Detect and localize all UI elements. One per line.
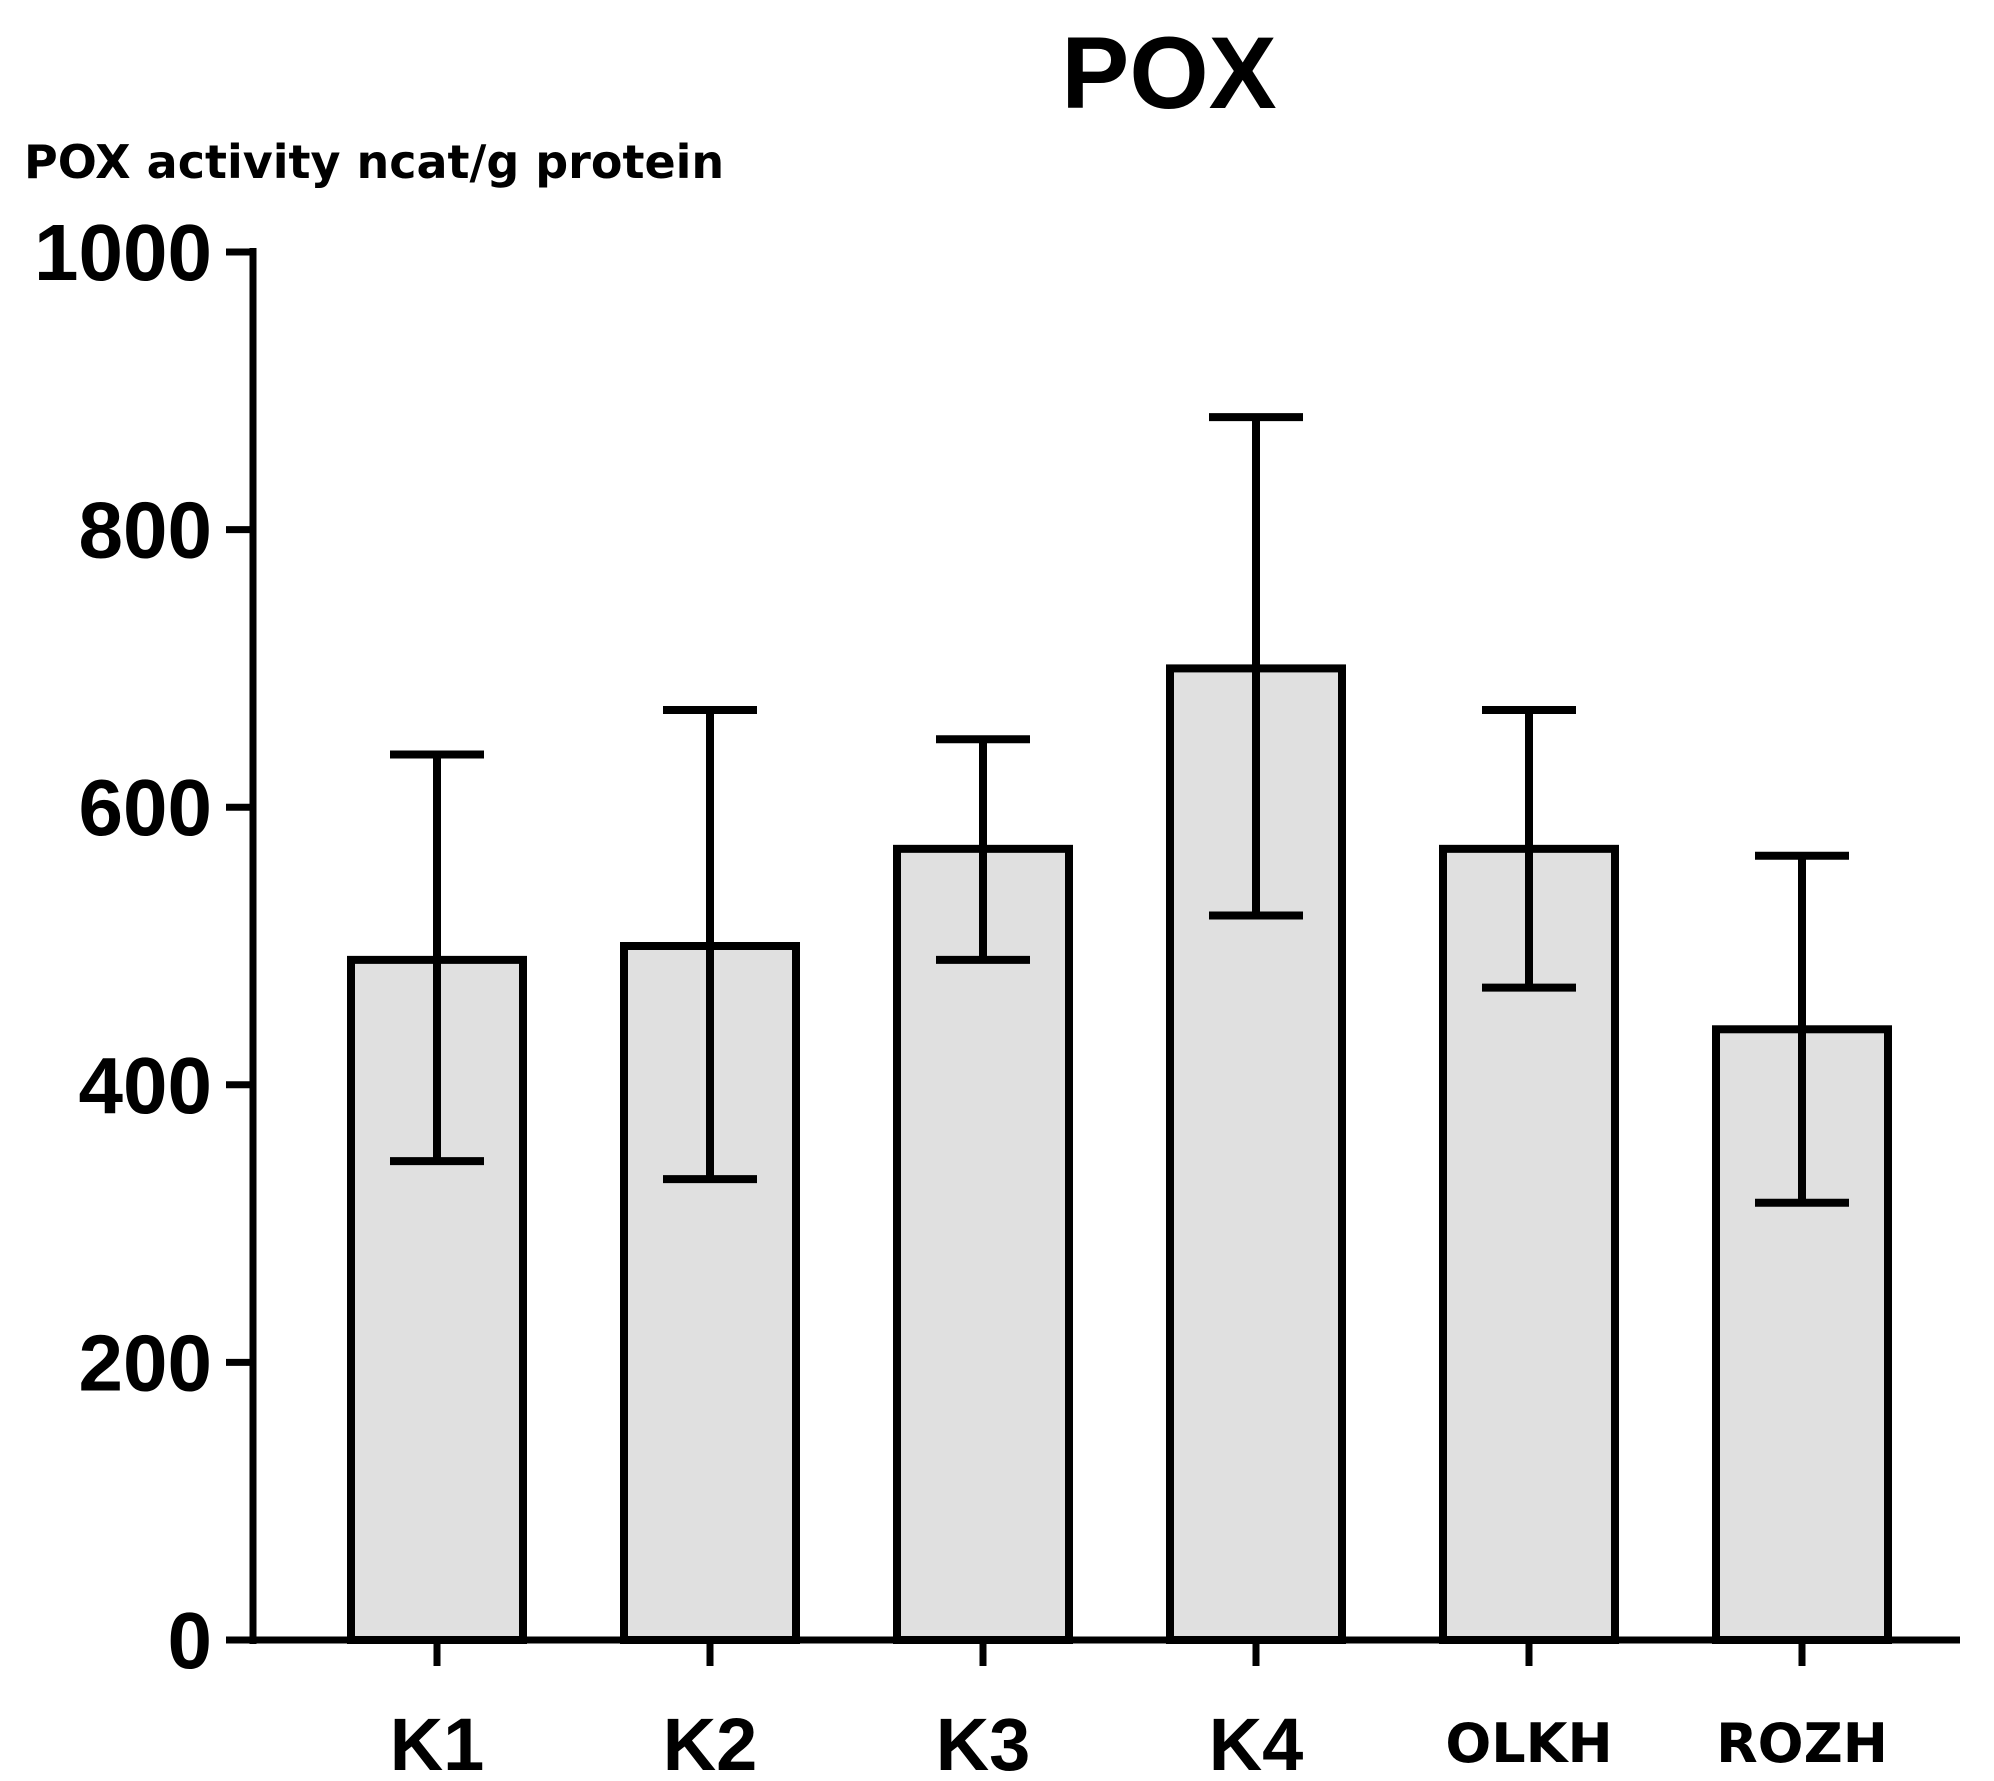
x-tick-label-rozh: ROZH [1716,1712,1888,1775]
y-ticks-group: 0 200 400 600 800 1000 [34,208,253,1685]
y-tick-label-800: 800 [79,486,212,575]
chart-title: POX [1061,16,1276,130]
error-bars-group [390,413,1849,1207]
y-tick-label-1000: 1000 [34,208,212,297]
y-axis-label: POX activity ncat/g protein [24,135,724,189]
x-tick-label-k4: K4 [1209,1703,1304,1781]
bars-group [347,664,1892,1644]
x-tick-label-k2: K2 [663,1703,758,1781]
y-tick-label-400: 400 [79,1041,212,1130]
x-tick-label-k1: K1 [390,1703,485,1781]
x-tick-label-olkh: OLKH [1445,1712,1612,1775]
x-tick-label-k3: K3 [936,1703,1031,1781]
bar-k3 [893,844,1073,1644]
x-ticks-group: K1 K2 K3 K4 OLKH ROZH [390,1640,1888,1781]
y-tick-label-200: 200 [79,1318,212,1407]
y-tick-label-0: 0 [168,1596,213,1685]
bar-olkh [1439,844,1619,1644]
axes-group [249,248,1960,1644]
y-tick-label-600: 600 [79,763,212,852]
